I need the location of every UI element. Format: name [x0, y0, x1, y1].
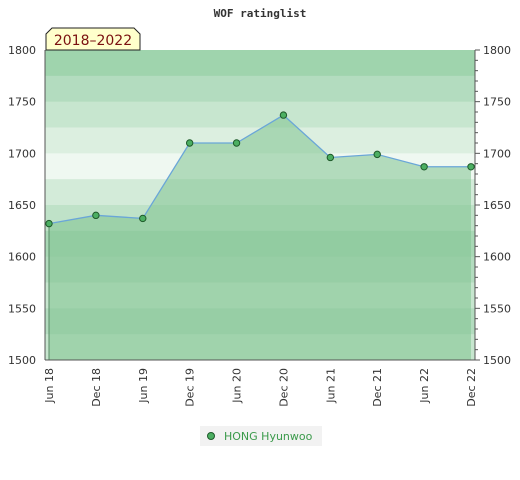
y-tick-label-left: 1600: [8, 251, 36, 264]
y-tick-label-right: 1800: [483, 44, 511, 57]
axes: [44, 49, 480, 361]
x-tick-label: Jun 20: [231, 368, 244, 404]
data-point: [326, 153, 335, 162]
x-tick-label: Jun 22: [418, 368, 431, 404]
data-point: [45, 219, 53, 228]
y-tick-label-right: 1550: [483, 302, 511, 315]
y-tick-label-left: 1650: [8, 199, 36, 212]
data-point: [373, 150, 381, 159]
y-tick-label-right: 1700: [483, 147, 511, 160]
x-tick-label: Jun 21: [324, 368, 337, 404]
y-axis-left-ticks: 1500 1550 1600 1650 1700 1750 1800: [8, 44, 36, 367]
y-tick-label-right: 1750: [483, 96, 511, 109]
y-tick-label-left: 1800: [8, 44, 36, 57]
legend-marker: [207, 432, 215, 440]
x-tick-label: Jun 19: [137, 368, 150, 404]
x-tick-label: Jun 18: [43, 368, 56, 404]
legend-series-label: HONG Hyunwoo: [224, 430, 313, 443]
data-point: [92, 211, 100, 220]
y-tick-label-right: 1650: [483, 199, 511, 212]
data-point: [139, 214, 147, 223]
y-tick-label-left: 1500: [8, 354, 36, 367]
y-axis-right-ticks: 1500 1550 1600 1650 1700 1750 1800: [483, 44, 511, 367]
data-points: [45, 111, 475, 228]
data-point: [279, 111, 288, 119]
x-tick-label: Dec 20: [277, 368, 290, 407]
data-point: [185, 139, 194, 147]
x-tick-label: Dec 18: [90, 368, 103, 407]
y-tick-label-left: 1700: [8, 147, 36, 160]
background-band: [45, 50, 475, 77]
period-badge-shape: [45, 27, 141, 51]
data-point: [420, 163, 428, 171]
series-area-fill: [49, 115, 471, 360]
x-axis-ticks: Jun 18 Dec 18 Jun 19 Dec 19 Jun 20 Dec 20 Jun …: [43, 368, 478, 407]
period-badge: 2018–2022: [45, 27, 141, 51]
y-tick-label-left: 1750: [8, 96, 36, 109]
x-tick-label: Dec 19: [184, 368, 197, 407]
background-band: [45, 75, 475, 103]
y-tick-label-left: 1550: [8, 302, 36, 315]
chart-title: WOF ratinglist: [214, 7, 307, 20]
series-line: [48, 114, 471, 225]
legend: HONG Hyunwoo: [200, 426, 322, 446]
x-tick-label: Dec 22: [465, 368, 478, 407]
data-point: [232, 139, 241, 147]
y-tick-label-right: 1600: [483, 251, 511, 264]
x-tick-label: Dec 21: [371, 368, 384, 407]
period-badge-label: 2018–2022: [54, 33, 132, 49]
legend-box: [200, 426, 322, 446]
y-tick-label-right: 1500: [483, 354, 511, 367]
background-band: [45, 101, 475, 128]
area-layer: [48, 114, 471, 360]
data-point: [467, 163, 475, 171]
